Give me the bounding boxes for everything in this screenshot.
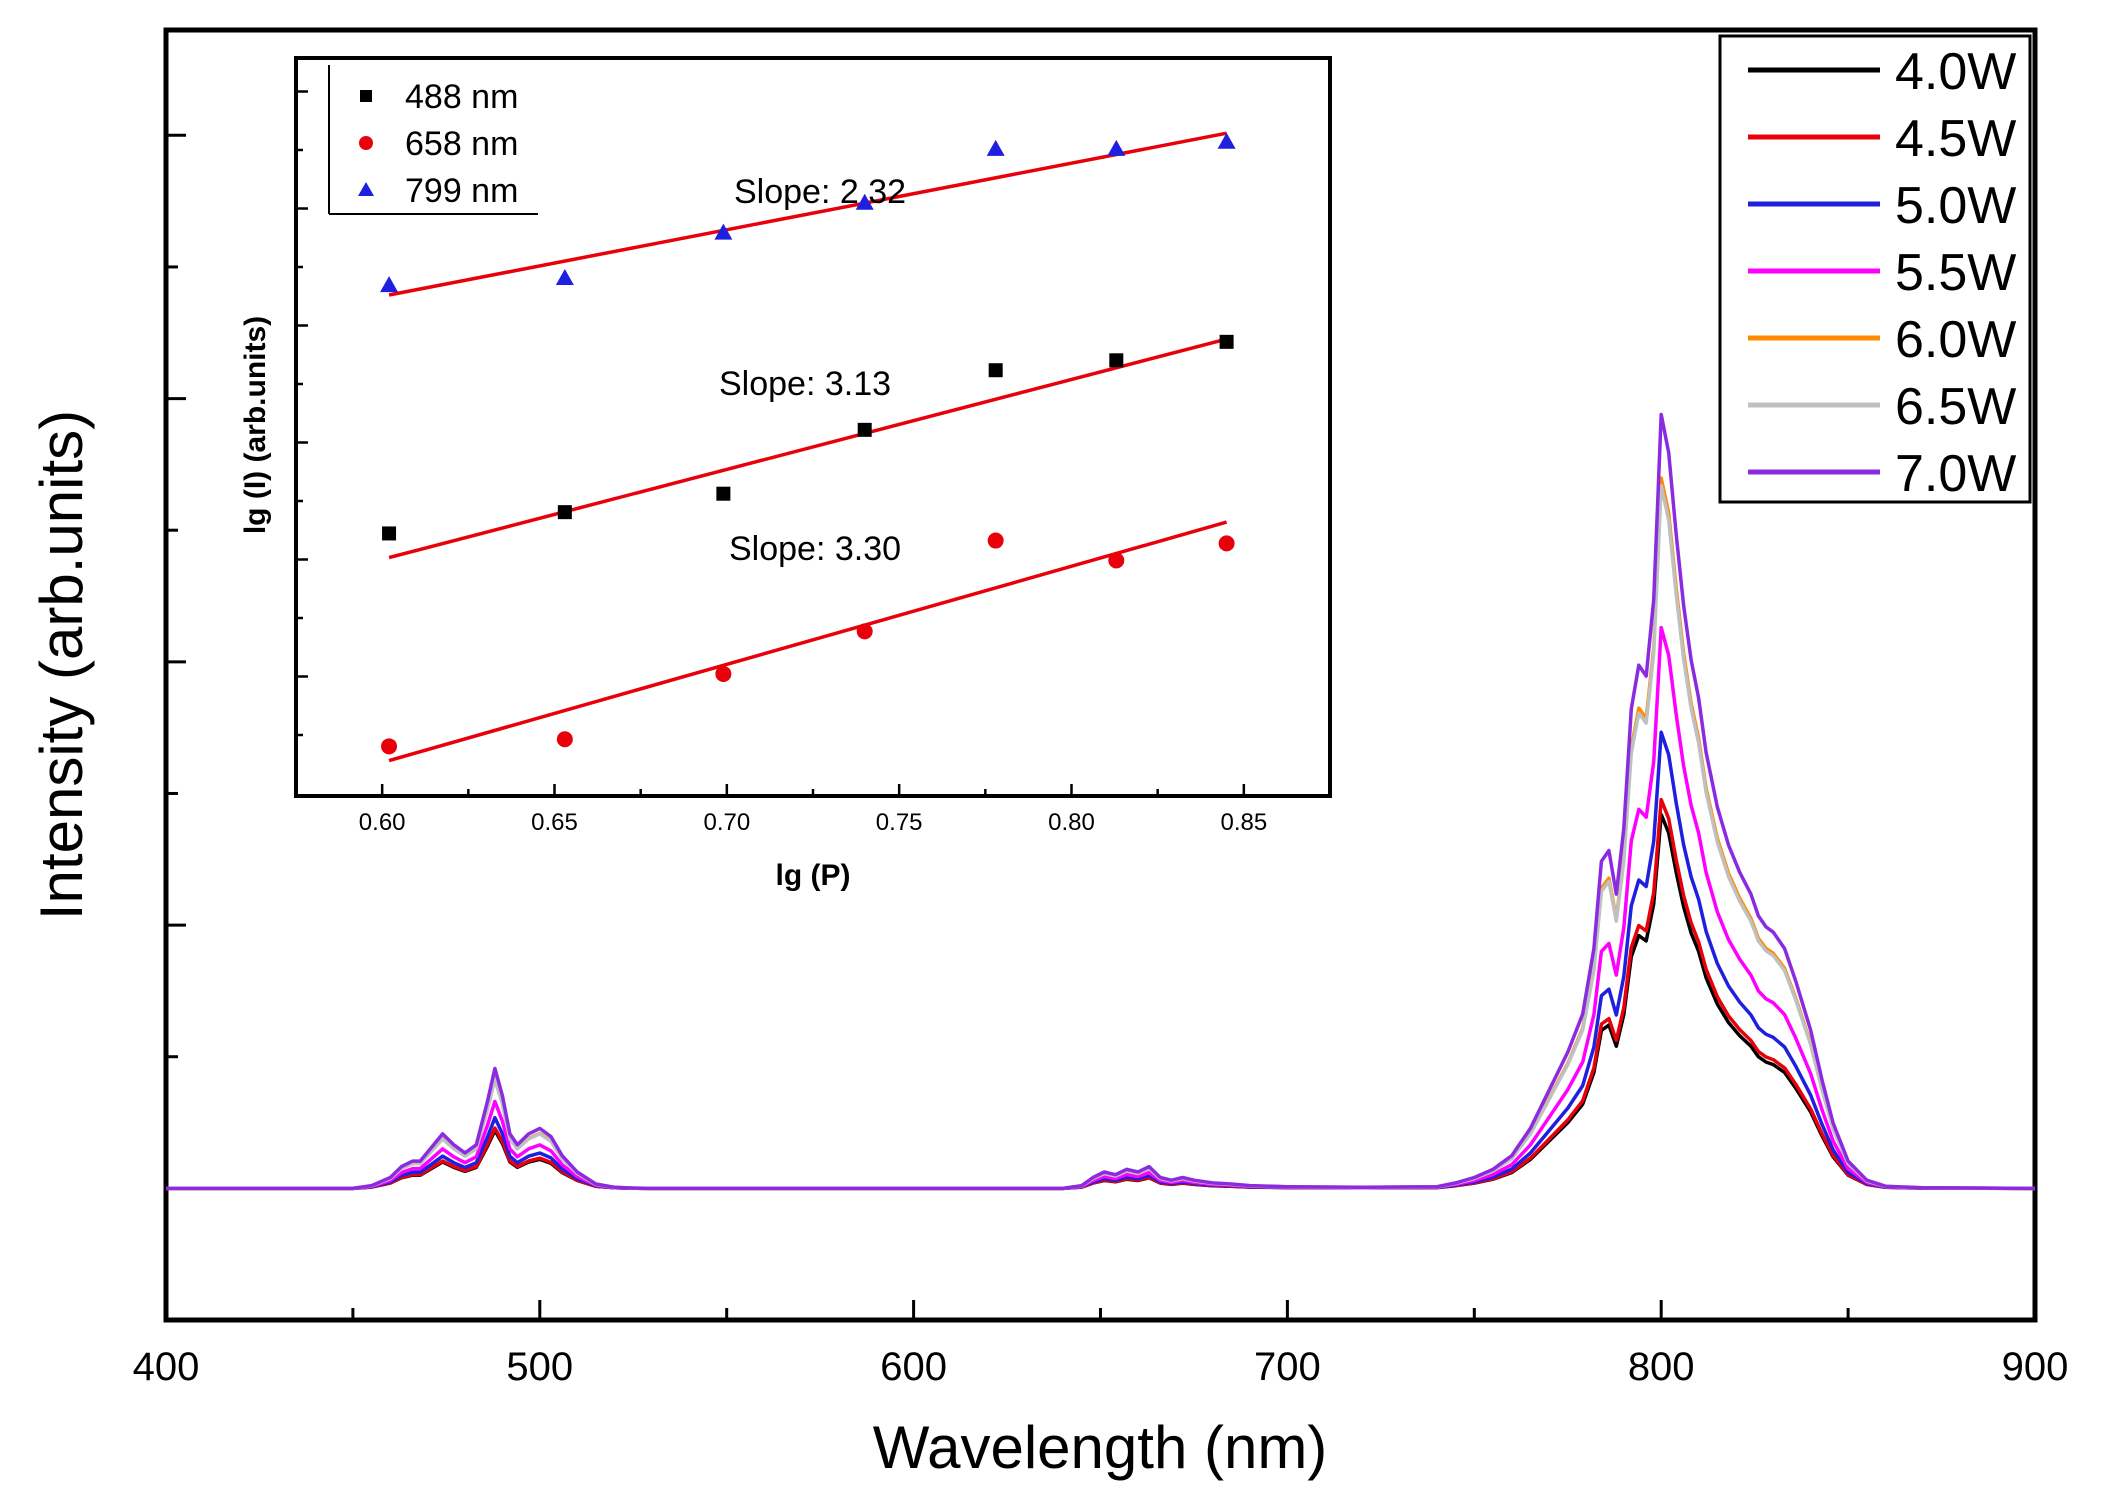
point-799nm	[555, 268, 574, 285]
fit-line-799-nm	[388, 131, 1227, 297]
main-series-group	[166, 412, 2036, 1191]
inset-chart: 0.60 0.65 0.70 0.75 0.80 0.85 Slope: 3.13Slop…	[239, 56, 1332, 892]
main-x-tick-labels: 400 500 600 700 800 900	[133, 1345, 2069, 1389]
y-axis-label: Intensity (arb.units)	[28, 410, 95, 920]
point-488nm	[857, 422, 872, 437]
x-axis-label: Wavelength (nm)	[873, 1414, 1328, 1481]
point-488nm	[1109, 353, 1124, 368]
legend-label: 5.0W	[1895, 177, 2016, 235]
inset-x-tick-label: 0.80	[1048, 809, 1095, 836]
inset-x-tick-label: 0.75	[876, 809, 923, 836]
point-799nm	[1107, 139, 1126, 156]
x-tick-label: 500	[506, 1345, 573, 1389]
inset-background	[296, 58, 1330, 796]
main-legend: 4.0W 4.5W 5.0W 5.5W 6.0W 6.5W 7.0W	[1718, 34, 2032, 504]
point-488nm	[716, 486, 731, 501]
slope-label: Slope: 3.30	[729, 530, 901, 568]
point-658nm	[1108, 552, 1125, 569]
inset-x-tick-label: 0.60	[359, 809, 406, 836]
inset-y-axis-label: lg (I) (arb.units)	[239, 316, 272, 534]
inset-legend: 488 nm 658 nm 799 nm	[328, 65, 538, 215]
legend-label: 6.0W	[1895, 311, 2016, 369]
series-line-4.5W	[166, 797, 2036, 1191]
x-tick-label: 600	[880, 1345, 947, 1389]
inset-ticks	[294, 90, 1332, 796]
point-799nm	[714, 223, 733, 240]
point-488nm	[557, 505, 572, 520]
series-line-4.0W	[166, 812, 2036, 1191]
inset-legend-marker-488nm	[360, 90, 372, 102]
point-488nm	[988, 363, 1003, 378]
inset-x-tick-label: 0.65	[531, 809, 578, 836]
inset-legend-marker-799nm	[358, 182, 374, 196]
x-tick-label: 400	[133, 1345, 200, 1389]
point-658nm	[715, 665, 732, 682]
inset-points	[380, 132, 1236, 755]
legend-label: 7.0W	[1895, 445, 2016, 503]
inset-legend-marker-658nm	[359, 136, 373, 150]
inset-x-axis-label: lg (P)	[776, 859, 851, 892]
point-799nm	[380, 276, 399, 293]
point-488nm	[1219, 334, 1234, 349]
point-658nm	[856, 623, 873, 640]
x-tick-label: 700	[1254, 1345, 1321, 1389]
point-799nm	[855, 193, 874, 210]
point-658nm	[556, 731, 573, 748]
point-658nm	[1218, 535, 1235, 552]
legend-label: 4.5W	[1895, 110, 2016, 168]
inset-x-tick-labels: 0.60 0.65 0.70 0.75 0.80 0.85	[359, 809, 1267, 836]
inset-legend-label: 799 nm	[405, 172, 518, 210]
x-tick-label: 800	[1628, 1345, 1695, 1389]
legend-label: 5.5W	[1895, 244, 2016, 302]
slope-label: Slope: 2.32	[734, 173, 906, 211]
main-chart: 400 500 600 700 800 900 Wavelength (nm) Inten…	[28, 27, 2069, 1481]
point-799nm	[1217, 132, 1236, 149]
legend-label: 4.0W	[1895, 43, 2016, 101]
point-658nm	[987, 532, 1004, 549]
inset-legend-label: 488 nm	[405, 78, 518, 116]
point-658nm	[381, 738, 398, 755]
series-line-5.0W	[166, 730, 2036, 1191]
x-tick-label: 900	[2002, 1345, 2069, 1389]
inset-legend-label: 658 nm	[405, 125, 518, 163]
legend-label: 6.5W	[1895, 378, 2016, 436]
point-488nm	[382, 526, 397, 541]
fit-line-488-nm	[388, 337, 1228, 560]
inset-fit-lines: Slope: 3.13 Slope: 3.30 Slope: 2.32	[388, 131, 1228, 763]
fit-line-658-nm	[388, 520, 1228, 763]
point-799nm	[986, 139, 1005, 156]
inset-x-tick-label: 0.85	[1220, 809, 1267, 836]
series-line-7.0W	[166, 412, 2036, 1191]
slope-label: Slope: 3.13	[719, 365, 891, 403]
inset-x-tick-label: 0.70	[703, 809, 750, 836]
